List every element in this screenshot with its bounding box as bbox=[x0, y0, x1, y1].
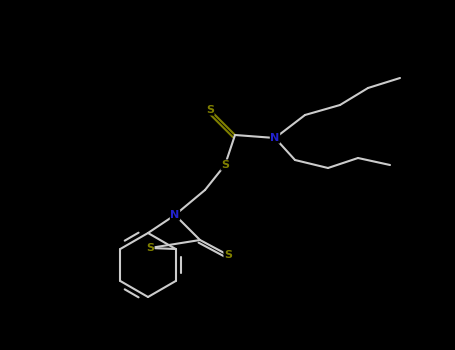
Text: N: N bbox=[270, 133, 280, 143]
Text: S: S bbox=[206, 105, 214, 115]
Text: S: S bbox=[224, 250, 232, 260]
Text: S: S bbox=[221, 160, 229, 170]
Text: N: N bbox=[170, 210, 180, 220]
Text: S: S bbox=[146, 243, 154, 253]
